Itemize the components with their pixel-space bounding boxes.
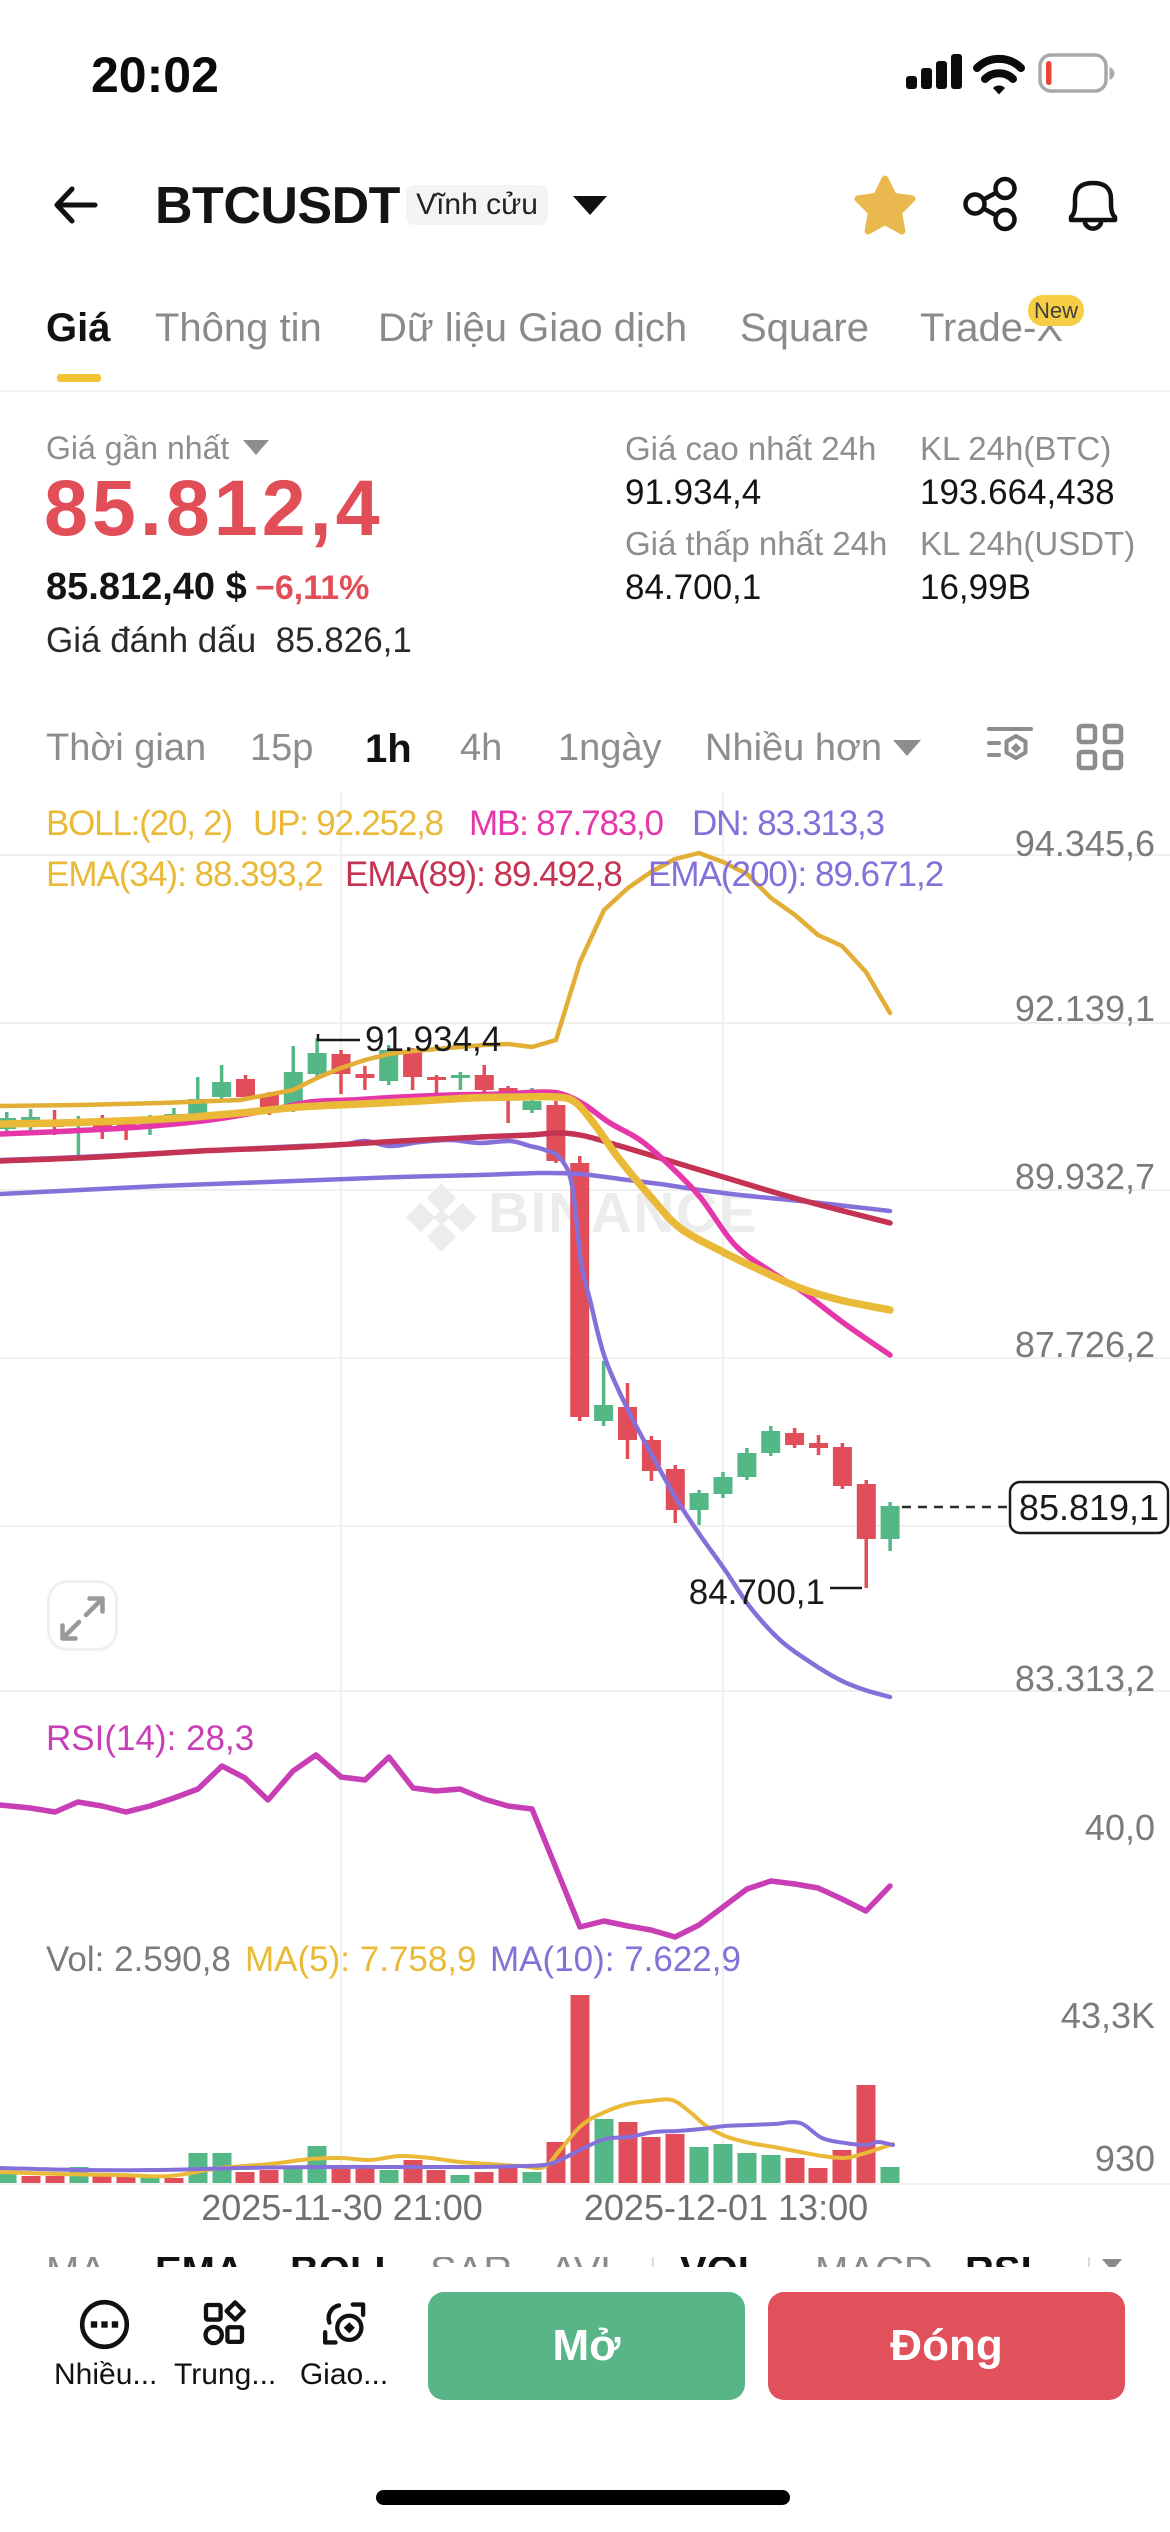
svg-text:EMA(34): 88.393,2: EMA(34): 88.393,2	[46, 855, 323, 894]
svg-text:2025-11-30 21:00: 2025-11-30 21:00	[201, 2187, 483, 2228]
svg-text:RSI(14): 28,3: RSI(14): 28,3	[46, 1719, 254, 1758]
svg-text:Vol: 2.590,8: Vol: 2.590,8	[46, 1940, 231, 1979]
svg-text:83.313,2: 83.313,2	[1015, 1658, 1155, 1699]
svg-text:MA(5): 7.758,9: MA(5): 7.758,9	[245, 1940, 477, 1979]
svg-text:92.139,1: 92.139,1	[1015, 988, 1155, 1029]
svg-text:91.934,4: 91.934,4	[365, 1020, 501, 1059]
svg-text:2025-12-01 13:00: 2025-12-01 13:00	[584, 2187, 868, 2228]
svg-text:43,3K: 43,3K	[1061, 1995, 1155, 2036]
svg-text:85.819,1: 85.819,1	[1019, 1487, 1159, 1528]
svg-text:89.932,7: 89.932,7	[1015, 1156, 1155, 1197]
svg-text:930: 930	[1095, 2138, 1155, 2179]
svg-text:DN: 83.313,3: DN: 83.313,3	[692, 804, 884, 843]
svg-text:EMA(89): 89.492,8: EMA(89): 89.492,8	[345, 855, 622, 894]
svg-text:87.726,2: 87.726,2	[1015, 1324, 1155, 1365]
svg-text:EMA(200): 89.671,2: EMA(200): 89.671,2	[648, 855, 943, 894]
svg-text:BOLL:(20, 2): BOLL:(20, 2)	[46, 804, 232, 843]
svg-text:MA(10): 7.622,9: MA(10): 7.622,9	[490, 1940, 741, 1979]
svg-text:40,0: 40,0	[1085, 1807, 1155, 1848]
svg-text:MB: 87.783,0: MB: 87.783,0	[469, 804, 664, 843]
svg-text:94.345,6: 94.345,6	[1015, 823, 1155, 864]
svg-text:84.700,1: 84.700,1	[689, 1573, 825, 1612]
svg-text:UP: 92.252,8: UP: 92.252,8	[253, 804, 443, 843]
